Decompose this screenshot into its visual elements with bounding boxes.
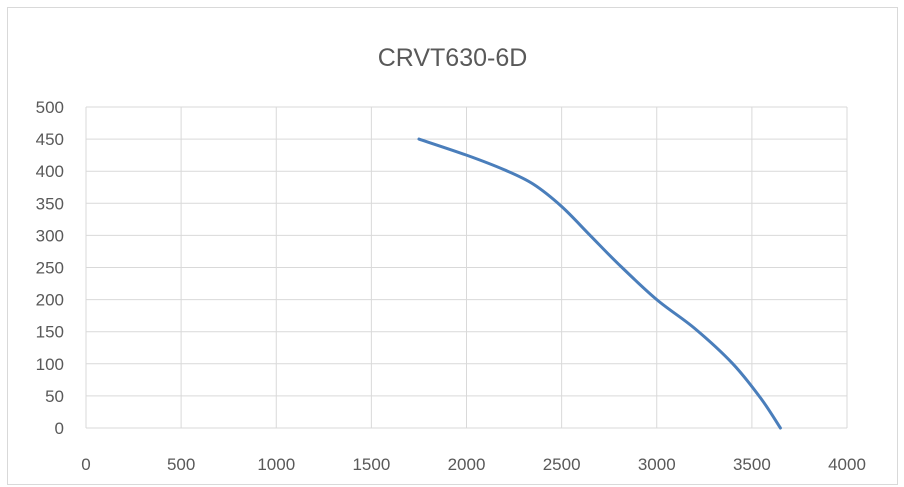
x-axis-tick-labels: 0 500 1000 1500 2000 2500 3000 3500 4000 xyxy=(81,455,866,474)
y-tick-label: 350 xyxy=(36,194,64,213)
y-tick-label: 100 xyxy=(36,355,64,374)
x-tick-label: 3000 xyxy=(638,455,676,474)
x-tick-label: 0 xyxy=(81,455,90,474)
y-tick-label: 400 xyxy=(36,162,64,181)
y-tick-label: 0 xyxy=(55,419,64,438)
x-tick-label: 1500 xyxy=(352,455,390,474)
x-tick-label: 2500 xyxy=(543,455,581,474)
series-line xyxy=(417,137,782,430)
gridlines xyxy=(85,106,848,429)
y-tick-label: 450 xyxy=(36,130,64,149)
series-layer xyxy=(417,137,782,430)
y-tick-label: 250 xyxy=(36,259,64,278)
chart-frame: CRVT630-6D xyxy=(7,7,898,485)
x-tick-label: 2000 xyxy=(448,455,486,474)
x-tick-label: 1000 xyxy=(257,455,295,474)
y-tick-label: 150 xyxy=(36,323,64,342)
y-tick-label: 500 xyxy=(36,98,64,117)
x-tick-label: 4000 xyxy=(828,455,866,474)
chart-title: CRVT630-6D xyxy=(377,44,528,72)
x-tick-label: 500 xyxy=(167,455,195,474)
y-tick-label: 200 xyxy=(36,291,64,310)
y-axis-tick-labels: 0 50 100 150 200 250 300 350 400 450 500 xyxy=(36,98,64,438)
x-tick-label: 3500 xyxy=(733,455,771,474)
y-tick-label: 50 xyxy=(45,387,64,406)
y-tick-label: 300 xyxy=(36,226,64,245)
